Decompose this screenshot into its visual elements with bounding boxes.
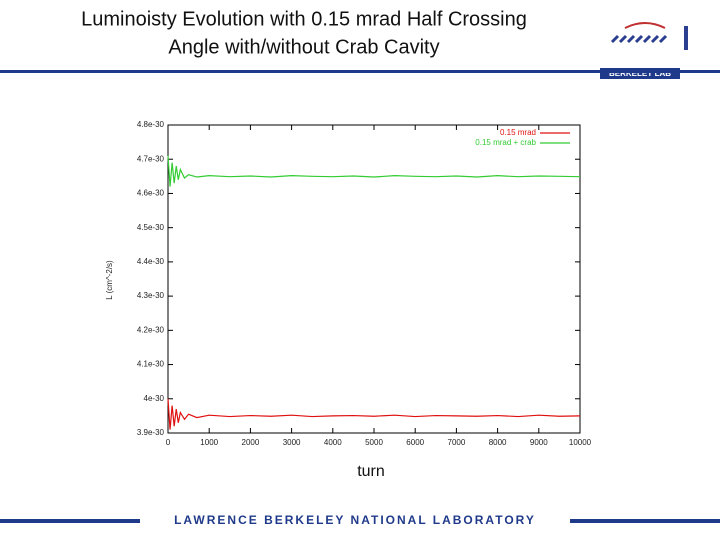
logo-box: [600, 68, 680, 79]
y-tick-label: 4.8e-30: [137, 120, 165, 129]
x-tick-label: 10000: [569, 438, 592, 447]
x-tick-label: 8000: [489, 438, 507, 447]
data-line: [167, 155, 581, 187]
y-tick-label: 4.6e-30: [137, 189, 165, 198]
y-tick-label: 4.5e-30: [137, 223, 165, 232]
logo-text: BERKELEY LAB: [609, 69, 671, 78]
logo-tower: [684, 26, 688, 50]
x-axis-label: turn: [357, 463, 385, 480]
x-tick-label: 7000: [448, 438, 466, 447]
title-line: Luminoisty Evolution with 0.15 mrad Half…: [81, 8, 527, 30]
legend-label: 0.15 mrad: [500, 128, 536, 137]
footer-text: LAWRENCE BERKELEY NATIONAL LABORATORY: [174, 513, 536, 527]
header-rule: [0, 70, 720, 73]
x-tick-label: 4000: [324, 438, 342, 447]
x-tick-label: 0: [166, 438, 171, 447]
legend-label: 0.15 mrad + crab: [475, 138, 536, 147]
y-axis-label: L (cm^-2/s): [105, 260, 114, 300]
footer-rule: [0, 519, 140, 523]
logo: BERKELEY LAB: [600, 22, 688, 79]
y-tick-label: 4e-30: [144, 394, 165, 403]
x-tick-label: 6000: [406, 438, 424, 447]
x-tick-label: 3000: [283, 438, 301, 447]
y-tick-label: 4.1e-30: [137, 360, 165, 369]
footer-rule: [570, 519, 720, 523]
title-line: Angle with/without Crab Cavity: [168, 36, 439, 58]
plot-frame: [167, 124, 581, 434]
x-tick-label: 1000: [200, 438, 218, 447]
y-tick-label: 4.7e-30: [137, 154, 165, 163]
y-tick-label: 4.2e-30: [137, 325, 165, 334]
logo-arc: [624, 22, 666, 29]
logo-mark: [610, 34, 668, 44]
x-tick-label: 2000: [242, 438, 260, 447]
y-tick-label: 4.4e-30: [137, 257, 165, 266]
y-tick-label: 3.9e-30: [137, 428, 165, 437]
x-tick-label: 9000: [530, 438, 548, 447]
y-tick-label: 4.3e-30: [137, 291, 165, 300]
x-tick-label: 5000: [365, 438, 383, 447]
data-line: [167, 398, 581, 430]
